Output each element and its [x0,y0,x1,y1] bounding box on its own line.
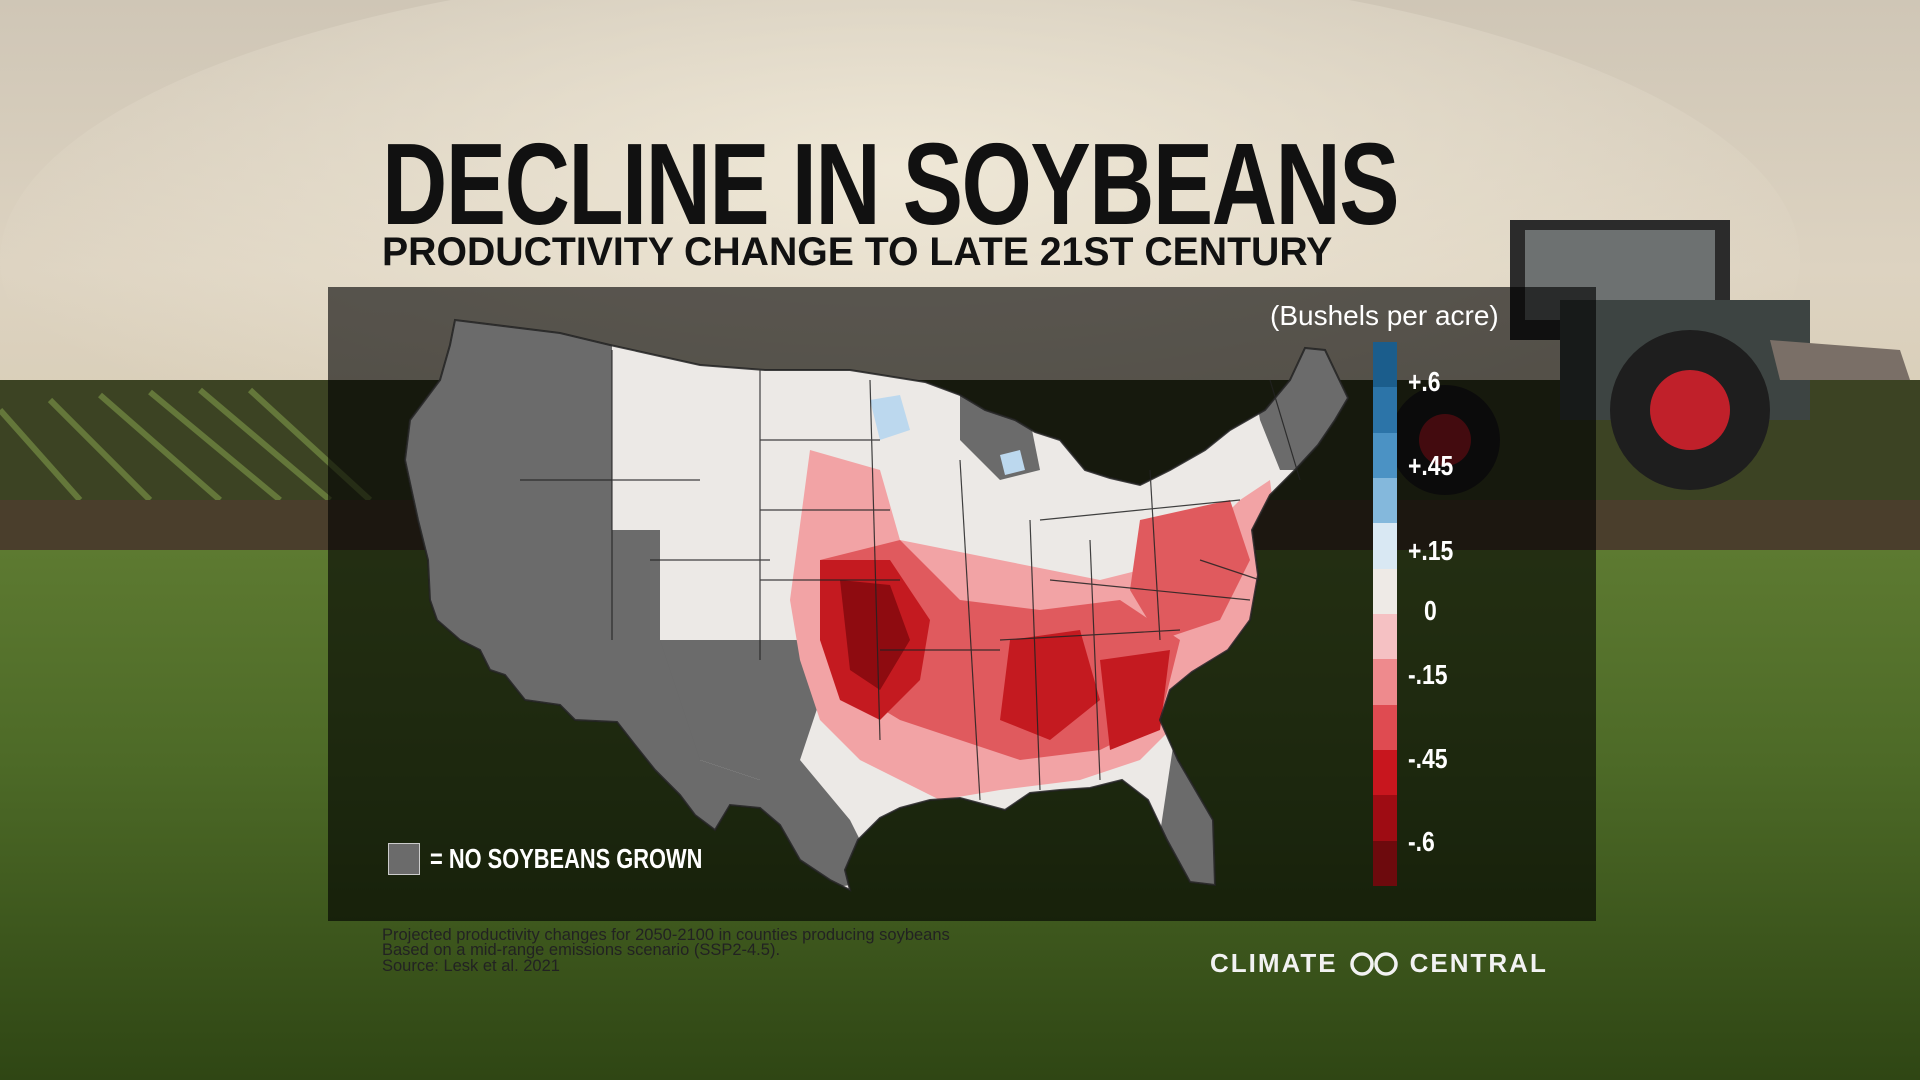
no-soybeans-label: = NO SOYBEANS GROWN [430,843,703,874]
legend-tick-label: +.6 [1408,366,1441,397]
legend-swatch [1373,840,1397,886]
legend-swatch [1373,523,1397,569]
legend-tick-label: +.45 [1408,450,1454,481]
note-line-3: Source: Lesk et al. 2021 [382,957,560,975]
legend-swatch [1373,342,1397,388]
legend-swatch [1373,749,1397,796]
page-title: DECLINE IN SOYBEANS [382,119,1400,249]
brand-right: CENTRAL [1409,948,1548,978]
no-soybeans-key: = NO SOYBEANS GROWN [388,843,779,875]
legend-tick-label: +.15 [1408,535,1454,566]
brand-left: CLIMATE [1210,948,1338,978]
legend-swatch [1373,659,1397,705]
state-borders [403,318,1350,892]
legend-color-bar [1373,342,1397,886]
no-soybeans-swatch [388,843,420,875]
legend-swatch [1373,704,1397,750]
region-light-blue [870,395,910,440]
page-subtitle: PRODUCTIVITY CHANGE TO LATE 21ST CENTURY [382,230,1333,274]
climate-central-logo: CLIMATE CENTRAL [1210,948,1548,979]
legend-swatch [1373,477,1397,524]
region-dark-red [840,580,910,690]
infinity-icon [1349,951,1398,976]
region-light-blue-2 [1000,450,1025,475]
region-strong-red-south [1000,630,1100,740]
region-strong-red-southeast [1100,650,1170,750]
legend-swatch [1373,568,1397,614]
legend-swatch [1373,387,1397,433]
legend-swatch [1373,613,1397,660]
legend-tick-label: 0 [1424,595,1437,626]
legend-tick-label: -.45 [1408,743,1448,774]
legend-swatch [1373,432,1397,478]
note-line-2: Based on a mid-range emissions scenario … [382,941,781,959]
note-line-1: Projected productivity changes for 2050-… [382,926,950,944]
region-mid-red-east [1130,500,1250,640]
legend-swatch [1373,795,1397,841]
legend-tick-label: -.15 [1408,659,1448,690]
region-no-soybeans-texas [660,640,880,890]
legend-unit-label: (Bushels per acre) [1270,300,1499,331]
legend-tick-label: -.6 [1408,826,1435,857]
